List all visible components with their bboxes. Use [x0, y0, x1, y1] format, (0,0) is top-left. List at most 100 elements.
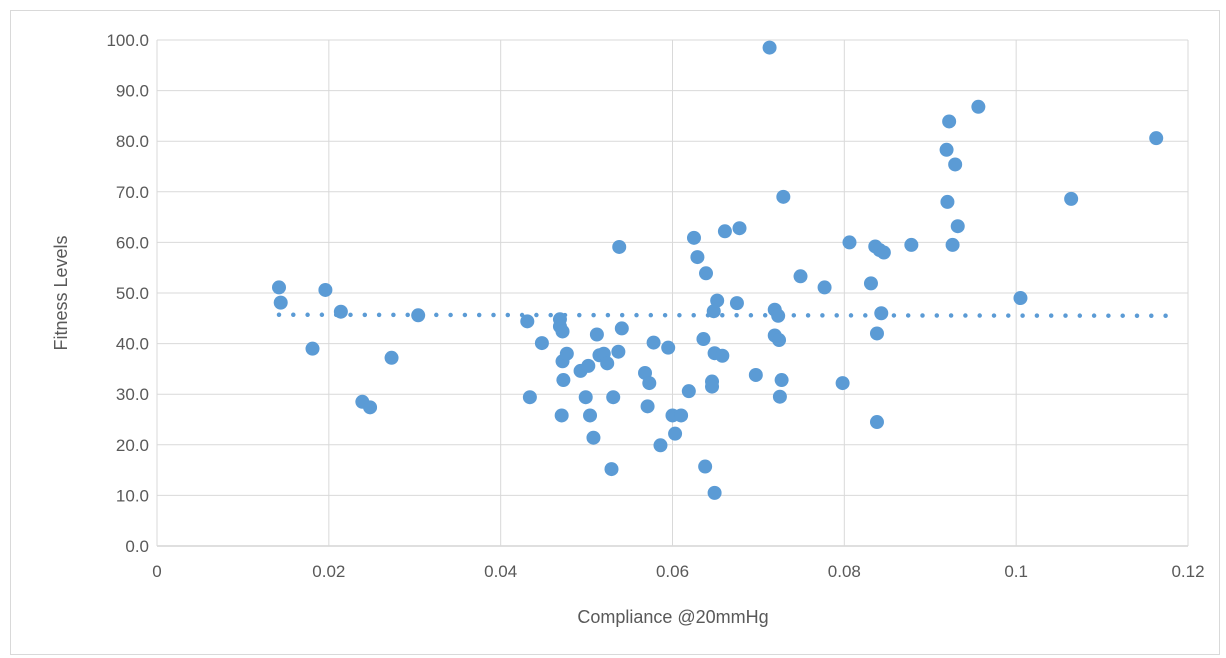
data-point [640, 399, 655, 414]
data-point [717, 224, 732, 239]
data-point [842, 235, 857, 250]
data-point [384, 350, 399, 365]
data-point [661, 340, 676, 355]
y-tick-label: 40.0 [116, 335, 149, 354]
x-tick-labels: 0 0.02 0.04 0.06 0.08 0.1 0.12 [152, 562, 1204, 581]
data-point [600, 356, 615, 371]
data-point [776, 189, 791, 204]
chart-area: 0.0 10.0 20.0 30.0 40.0 50.0 60.0 70.0 80.0 90.0 1… [10, 10, 1220, 655]
data-point [971, 99, 986, 114]
data-point [586, 430, 601, 445]
data-point [681, 384, 696, 399]
data-point [606, 390, 621, 405]
y-tick-label: 10.0 [116, 486, 149, 505]
data-point [686, 230, 701, 245]
data-point [715, 348, 730, 363]
data-point [869, 415, 884, 430]
data-point [611, 344, 626, 359]
data-point [874, 306, 889, 321]
data-point [668, 426, 683, 441]
data-point [273, 295, 288, 310]
data-point [876, 245, 891, 260]
data-point [1149, 131, 1164, 146]
data-point [869, 326, 884, 341]
data-point [707, 485, 722, 500]
data-point [411, 308, 426, 323]
data-point [748, 367, 763, 382]
y-tick-label: 50.0 [116, 284, 149, 303]
data-point [520, 314, 535, 329]
data-point [522, 390, 537, 405]
data-point [732, 221, 747, 236]
scatter-plot: 0.0 10.0 20.0 30.0 40.0 50.0 60.0 70.0 80.0 90.0 1… [51, 31, 1205, 627]
y-tick-label: 20.0 [116, 436, 149, 455]
data-point [772, 389, 787, 404]
data-point [939, 142, 954, 157]
data-point [559, 346, 574, 361]
data-points [272, 40, 1164, 500]
data-point [698, 459, 713, 474]
x-tick-label: 0.08 [828, 562, 861, 581]
data-point [554, 408, 569, 423]
data-point [583, 408, 598, 423]
y-tick-label: 60.0 [116, 233, 149, 252]
data-point [318, 282, 333, 297]
y-axis-title: Fitness Levels [51, 235, 71, 350]
data-point [305, 341, 320, 356]
data-point [817, 280, 832, 295]
y-tick-label: 30.0 [116, 385, 149, 404]
gridlines [156, 39, 1189, 547]
data-point [653, 438, 668, 453]
data-point [705, 379, 720, 394]
data-point [556, 373, 571, 388]
data-point [589, 327, 604, 342]
data-point [614, 321, 629, 336]
data-point [948, 157, 963, 172]
data-point [1013, 291, 1028, 306]
x-tick-label: 0 [152, 562, 161, 581]
y-tick-label: 80.0 [116, 132, 149, 151]
x-tick-label: 0.04 [484, 562, 517, 581]
data-point [940, 194, 955, 209]
data-point [699, 266, 714, 281]
x-tick-label: 0.02 [312, 562, 345, 581]
data-point [696, 332, 711, 347]
data-point [793, 269, 808, 284]
data-point [612, 239, 627, 254]
data-point [772, 333, 787, 348]
data-point [674, 408, 689, 423]
data-point [581, 358, 596, 373]
y-tick-label: 70.0 [116, 183, 149, 202]
y-tick-label: 90.0 [116, 82, 149, 101]
data-point [904, 237, 919, 252]
data-point [578, 390, 593, 405]
data-point [710, 293, 725, 308]
x-tick-label: 0.12 [1171, 562, 1204, 581]
data-point [762, 40, 777, 55]
x-axis-title: Compliance @20mmHg [577, 607, 768, 627]
data-point [272, 280, 287, 295]
data-point [774, 373, 789, 388]
data-point [771, 308, 786, 323]
x-tick-label: 0.1 [1004, 562, 1028, 581]
y-tick-labels: 0.0 10.0 20.0 30.0 40.0 50.0 60.0 70.0 80.0 90.0 1… [106, 31, 149, 556]
data-point [706, 304, 721, 319]
data-point [604, 462, 619, 477]
data-point [950, 219, 965, 234]
data-point [942, 114, 957, 129]
y-tick-label: 0.0 [125, 537, 149, 556]
data-point [642, 376, 657, 391]
data-point [534, 336, 549, 351]
data-point [555, 324, 570, 339]
data-point [333, 304, 348, 319]
data-point [863, 276, 878, 291]
data-point [646, 335, 661, 350]
y-tick-label: 100.0 [106, 31, 149, 50]
data-point [363, 400, 378, 415]
data-point [835, 376, 850, 391]
data-point [690, 250, 705, 265]
data-point [1064, 191, 1079, 206]
data-point [945, 237, 960, 252]
data-point [729, 296, 744, 311]
x-tick-label: 0.06 [656, 562, 689, 581]
